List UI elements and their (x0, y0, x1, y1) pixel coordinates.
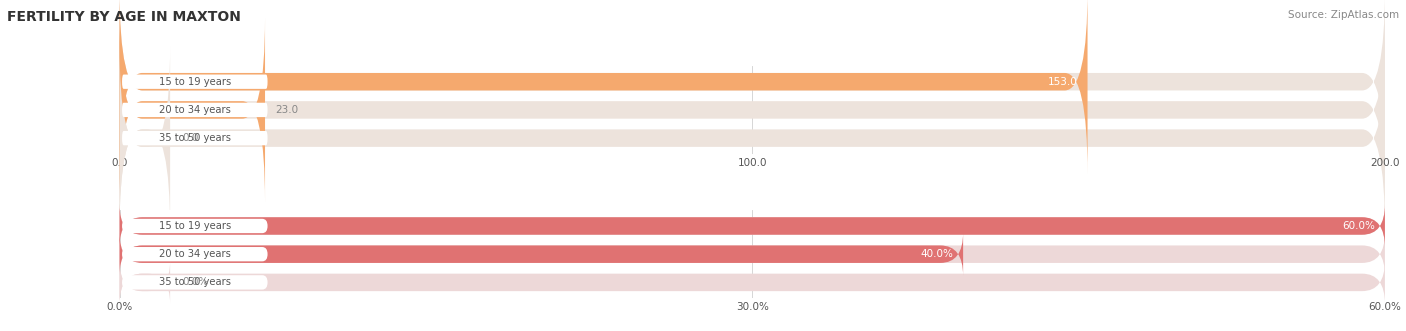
Text: 35 to 50 years: 35 to 50 years (159, 277, 231, 287)
FancyBboxPatch shape (120, 261, 1385, 304)
Text: 23.0: 23.0 (276, 105, 298, 115)
FancyBboxPatch shape (120, 204, 1385, 248)
Text: 0.0: 0.0 (183, 133, 200, 143)
FancyBboxPatch shape (122, 103, 267, 117)
Text: 35 to 50 years: 35 to 50 years (159, 133, 231, 143)
FancyBboxPatch shape (120, 0, 1385, 174)
FancyBboxPatch shape (122, 219, 267, 233)
Text: 15 to 19 years: 15 to 19 years (159, 77, 231, 87)
FancyBboxPatch shape (120, 45, 1385, 231)
FancyBboxPatch shape (122, 275, 267, 290)
FancyBboxPatch shape (122, 74, 267, 89)
FancyBboxPatch shape (120, 261, 170, 304)
Text: FERTILITY BY AGE IN MAXTON: FERTILITY BY AGE IN MAXTON (7, 10, 240, 24)
FancyBboxPatch shape (122, 247, 267, 261)
Text: 153.0: 153.0 (1047, 77, 1077, 87)
Text: 60.0%: 60.0% (1341, 221, 1375, 231)
Text: 0.0%: 0.0% (183, 277, 209, 287)
FancyBboxPatch shape (120, 17, 264, 203)
Text: 15 to 19 years: 15 to 19 years (159, 221, 231, 231)
FancyBboxPatch shape (120, 232, 1385, 276)
FancyBboxPatch shape (120, 17, 1385, 203)
Text: 40.0%: 40.0% (920, 249, 953, 259)
FancyBboxPatch shape (120, 0, 1088, 174)
Text: 20 to 34 years: 20 to 34 years (159, 249, 231, 259)
FancyBboxPatch shape (120, 45, 170, 231)
Text: 20 to 34 years: 20 to 34 years (159, 105, 231, 115)
FancyBboxPatch shape (122, 131, 267, 145)
Text: Source: ZipAtlas.com: Source: ZipAtlas.com (1288, 10, 1399, 20)
FancyBboxPatch shape (120, 232, 963, 276)
FancyBboxPatch shape (120, 204, 1385, 248)
